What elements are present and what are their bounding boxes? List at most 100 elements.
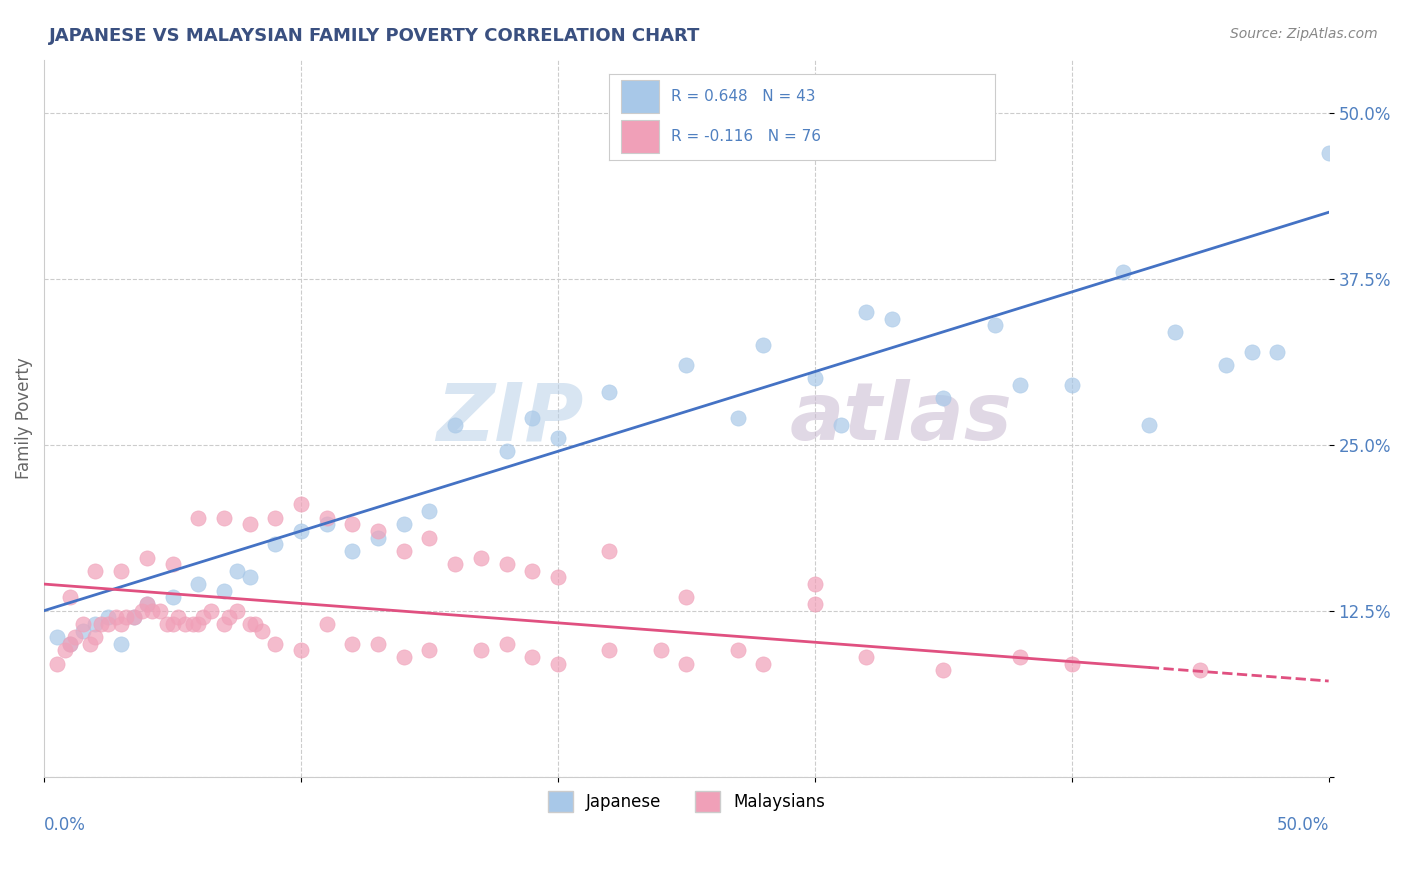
Point [418, 531, 440, 545]
Point [495, 557, 517, 571]
Point [79, 637, 101, 651]
Point [522, 411, 544, 425]
Point [84, 630, 107, 644]
Point [46, 657, 69, 671]
Point [110, 564, 132, 578]
Point [122, 610, 145, 624]
Point [367, 531, 389, 545]
Point [141, 604, 163, 618]
Point [444, 417, 467, 432]
Point [1060, 378, 1083, 392]
Point [110, 616, 132, 631]
Point [131, 604, 153, 618]
Text: Source: ZipAtlas.com: Source: ZipAtlas.com [1230, 27, 1378, 41]
Point [212, 616, 235, 631]
Point [1240, 344, 1263, 359]
Point [392, 517, 415, 532]
Point [675, 358, 697, 372]
Point [547, 570, 569, 584]
Point [243, 616, 266, 631]
Point [122, 610, 145, 624]
Point [149, 604, 172, 618]
Point [1215, 358, 1237, 372]
Point [932, 391, 955, 405]
Point [181, 616, 204, 631]
Point [598, 384, 620, 399]
Point [804, 371, 827, 385]
Point [187, 510, 209, 524]
Point [315, 616, 337, 631]
Legend: Japanese, Malaysians: Japanese, Malaysians [541, 785, 832, 819]
Point [650, 643, 672, 657]
Text: 0.0%: 0.0% [44, 816, 86, 834]
Point [315, 517, 337, 532]
Point [59, 637, 82, 651]
Point [212, 583, 235, 598]
Point [418, 643, 440, 657]
Point [675, 591, 697, 605]
Point [290, 497, 312, 511]
Point [72, 616, 94, 631]
Point [72, 624, 94, 638]
Point [53, 643, 76, 657]
Point [444, 557, 467, 571]
Point [675, 657, 697, 671]
Point [830, 417, 852, 432]
Point [59, 591, 82, 605]
Point [187, 616, 209, 631]
Point [342, 637, 364, 651]
Point [290, 643, 312, 657]
Point [418, 504, 440, 518]
Point [84, 564, 107, 578]
Point [804, 597, 827, 611]
Point [547, 431, 569, 445]
Point [105, 610, 128, 624]
Point [1189, 664, 1212, 678]
Point [1112, 265, 1135, 279]
Point [115, 610, 138, 624]
Point [162, 557, 184, 571]
Point [156, 616, 179, 631]
Point [752, 338, 775, 352]
Point [522, 564, 544, 578]
Point [932, 664, 955, 678]
Point [174, 616, 197, 631]
Text: 50.0%: 50.0% [1277, 816, 1329, 834]
Point [727, 411, 749, 425]
Point [135, 550, 157, 565]
Point [162, 616, 184, 631]
Text: JAPANESE VS MALAYSIAN FAMILY POVERTY CORRELATION CHART: JAPANESE VS MALAYSIAN FAMILY POVERTY COR… [49, 27, 700, 45]
Point [84, 616, 107, 631]
Point [495, 444, 517, 458]
Point [63, 630, 86, 644]
Point [1137, 417, 1160, 432]
Point [470, 550, 492, 565]
Point [264, 637, 287, 651]
Text: atlas: atlas [789, 379, 1012, 457]
Point [367, 637, 389, 651]
Point [218, 610, 240, 624]
Point [1265, 344, 1288, 359]
Point [470, 643, 492, 657]
Point [135, 597, 157, 611]
Point [522, 650, 544, 665]
Point [46, 630, 69, 644]
Point [855, 650, 877, 665]
Point [252, 624, 274, 638]
Point [90, 616, 112, 631]
Y-axis label: Family Poverty: Family Poverty [15, 357, 32, 479]
Point [392, 544, 415, 558]
Point [97, 610, 120, 624]
Point [342, 517, 364, 532]
Point [1317, 145, 1340, 160]
Point [1010, 650, 1032, 665]
Point [727, 643, 749, 657]
Point [135, 597, 157, 611]
Point [290, 524, 312, 538]
Point [342, 544, 364, 558]
Point [752, 657, 775, 671]
Point [166, 610, 188, 624]
Point [187, 577, 209, 591]
Point [200, 604, 222, 618]
Point [239, 517, 262, 532]
